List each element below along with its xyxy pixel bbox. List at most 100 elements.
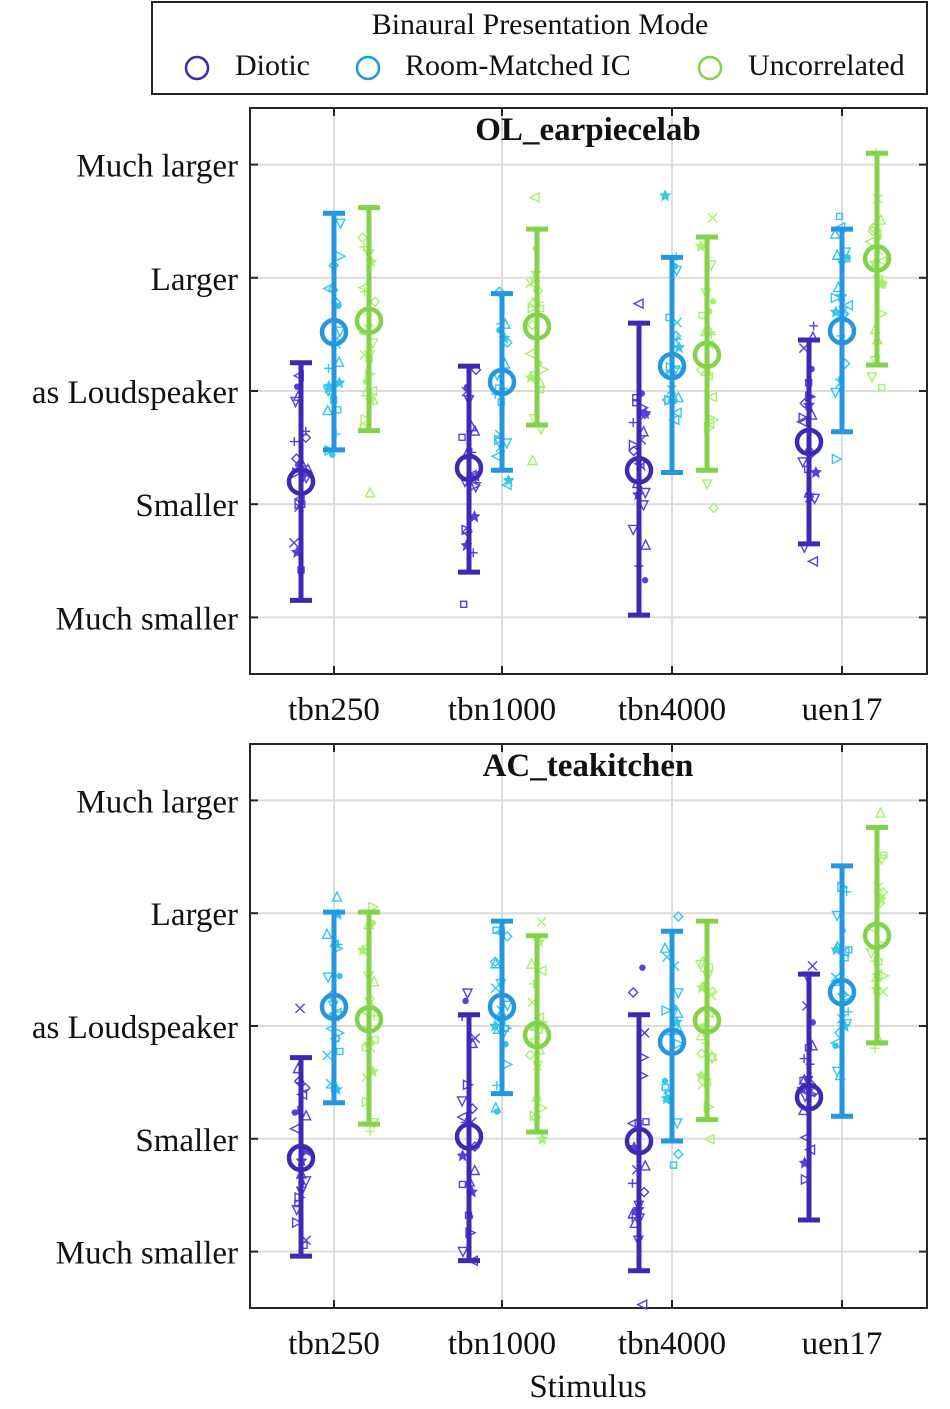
response-point xyxy=(300,1109,312,1121)
legend-marker-diotic xyxy=(184,55,210,81)
chart-panel-ac-teakitchen: Much smaller Smaller as Loudspeaker Larger M… xyxy=(32,743,928,1362)
response-point xyxy=(336,1047,344,1056)
response-point xyxy=(670,406,682,419)
chart-title: AC_teakitchen xyxy=(483,748,694,784)
response-point xyxy=(365,385,378,397)
response-point xyxy=(364,486,376,498)
response-point xyxy=(321,403,334,416)
response-point xyxy=(333,355,345,367)
response-point xyxy=(706,1053,718,1065)
mean-marker xyxy=(624,1126,654,1156)
legend-box xyxy=(151,1,928,95)
response-point xyxy=(659,189,672,202)
response-point xyxy=(321,927,333,940)
response-point xyxy=(878,970,891,982)
y-tick-label: Larger xyxy=(151,897,238,933)
response-point xyxy=(831,453,843,465)
response-point xyxy=(470,1033,481,1044)
mean-marker xyxy=(354,1004,384,1034)
y-tick-label: Much larger xyxy=(76,149,238,185)
x-axis-label: Stimulus xyxy=(529,1369,646,1404)
response-point xyxy=(456,1149,469,1162)
response-point xyxy=(695,1029,707,1041)
response-point xyxy=(798,412,810,424)
response-point xyxy=(829,387,842,400)
legend-marker-room-matched-ic xyxy=(355,55,381,81)
response-point xyxy=(627,986,639,998)
response-point xyxy=(694,959,707,971)
legend-label-room-matched-ic: Room-Matched IC xyxy=(405,49,631,82)
response-point xyxy=(671,1118,683,1130)
response-point xyxy=(289,437,299,447)
y-tick-label: as Loudspeaker xyxy=(32,375,238,411)
mean-marker xyxy=(827,316,857,346)
response-point xyxy=(639,964,646,971)
legend-label-diotic: Diotic xyxy=(235,49,310,82)
response-point xyxy=(672,391,685,403)
response-point xyxy=(865,948,877,960)
response-point xyxy=(493,1108,501,1115)
response-point xyxy=(639,1159,651,1171)
response-point xyxy=(640,538,652,550)
response-point xyxy=(460,600,468,608)
x-tick-label: uen17 xyxy=(802,692,883,728)
response-point xyxy=(457,1246,469,1259)
response-point xyxy=(829,227,841,239)
response-point xyxy=(527,302,539,314)
response-point xyxy=(462,997,469,1005)
response-point xyxy=(336,972,343,980)
mean-marker xyxy=(657,351,687,381)
mean-marker xyxy=(794,427,824,457)
response-point xyxy=(632,297,644,310)
response-point xyxy=(456,1096,468,1108)
response-point xyxy=(631,1208,638,1216)
y-tick-label: Much smaller xyxy=(56,1236,238,1272)
x-tick-label: tbn4000 xyxy=(618,1326,726,1362)
response-point xyxy=(807,960,818,971)
y-tick-label: Much larger xyxy=(76,784,238,820)
x-tick-label: tbn1000 xyxy=(448,1326,556,1362)
legend-label-uncorrelated: Uncorrelated xyxy=(748,49,905,82)
response-point xyxy=(669,1161,678,1169)
mean-marker xyxy=(692,1006,722,1035)
response-point xyxy=(323,363,333,373)
response-point xyxy=(879,282,887,289)
response-point xyxy=(628,418,638,428)
response-point xyxy=(664,394,676,406)
response-point xyxy=(335,250,347,262)
response-point xyxy=(703,1133,715,1145)
response-point xyxy=(525,957,538,969)
mean-marker xyxy=(522,312,552,341)
y-tick-label: Smaller xyxy=(135,1123,238,1159)
response-point xyxy=(698,311,706,320)
response-point xyxy=(365,1126,375,1136)
response-point xyxy=(875,255,888,267)
response-point xyxy=(536,1132,549,1146)
response-point xyxy=(877,383,886,392)
response-point xyxy=(329,451,336,458)
response-point xyxy=(642,1118,650,1126)
legend-marker-uncorrelated xyxy=(697,55,723,81)
response-point xyxy=(289,537,300,548)
response-point xyxy=(489,1019,502,1032)
response-point xyxy=(701,479,713,491)
y-tick-label: Smaller xyxy=(135,488,238,524)
mean-marker xyxy=(319,992,349,1022)
response-point xyxy=(866,372,878,384)
x-tick-label: tbn1000 xyxy=(448,692,556,728)
response-point xyxy=(709,298,717,305)
response-point xyxy=(843,1007,853,1017)
response-point xyxy=(469,1163,481,1176)
response-point xyxy=(706,1049,718,1061)
response-point xyxy=(672,1006,684,1018)
y-tick-label: Much smaller xyxy=(56,601,238,637)
response-point xyxy=(831,1066,843,1078)
response-point xyxy=(880,851,888,859)
chart-title: OL_earpiecelab xyxy=(475,112,700,148)
response-point xyxy=(829,305,842,318)
mean-marker xyxy=(794,1082,824,1112)
x-tick-label: tbn250 xyxy=(288,1326,380,1362)
response-point xyxy=(874,806,887,818)
mean-marker xyxy=(862,921,892,951)
response-point xyxy=(627,1178,637,1188)
